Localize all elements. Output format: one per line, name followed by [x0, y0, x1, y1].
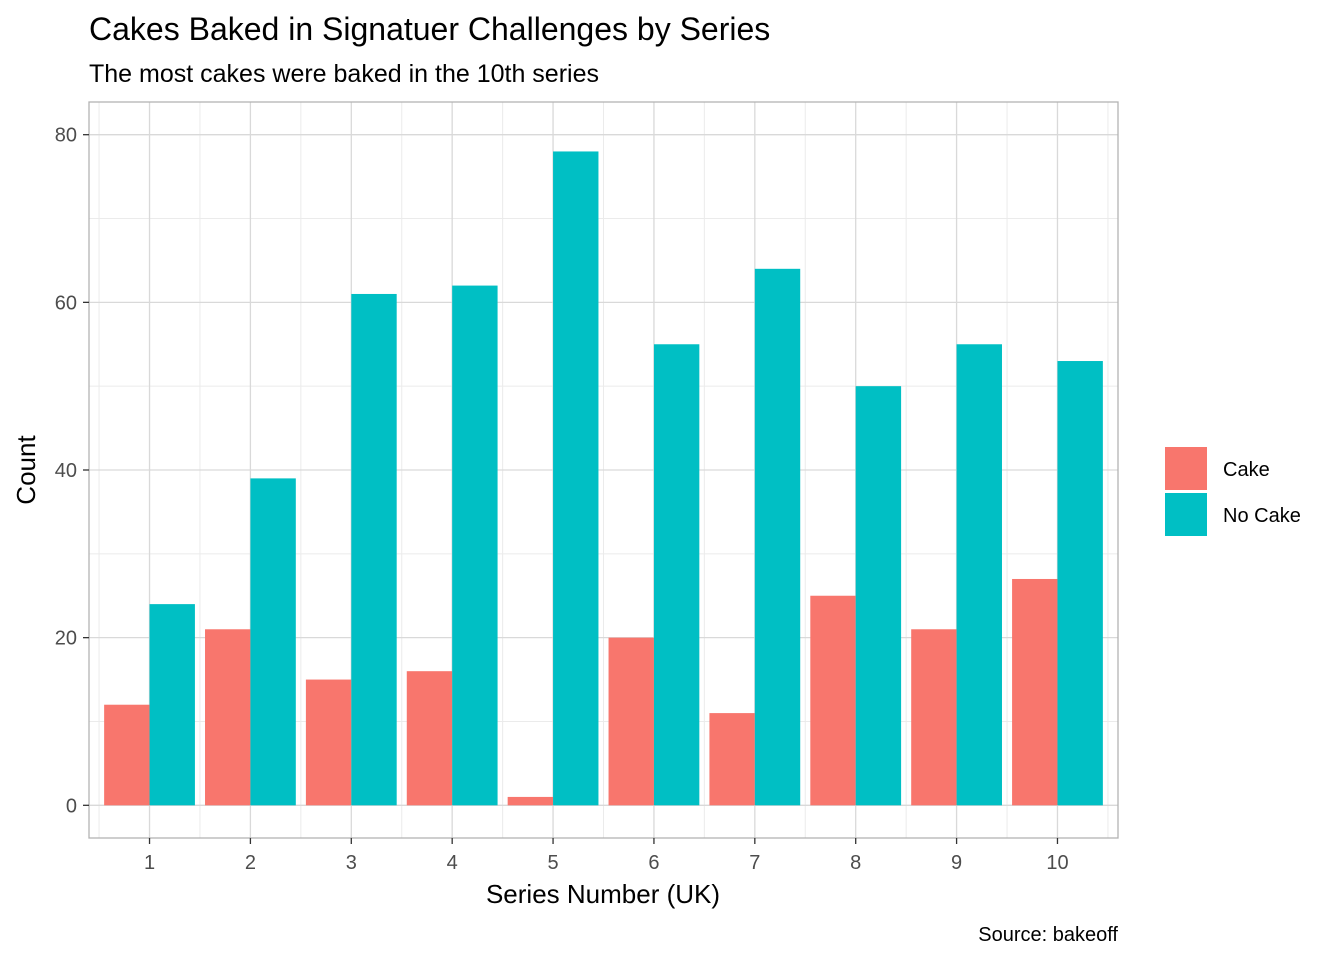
bar-cake-series-1: [104, 704, 150, 806]
x-tick-label: 3: [346, 852, 357, 874]
bar-no-cake-series-8: [855, 386, 902, 806]
bar-no-cake-series-5: [553, 151, 599, 806]
bar-cake-series-6: [608, 637, 654, 806]
x-axis: 1 2 3 4 5 6 7 8 9 10: [144, 838, 1069, 874]
y-tick-label: 60: [55, 292, 77, 314]
y-tick-label: 20: [55, 628, 77, 650]
x-tick-label: 2: [245, 852, 256, 874]
bar-no-cake-series-2: [250, 478, 296, 806]
x-tick-label: 7: [749, 852, 760, 874]
y-axis-title: Count: [11, 435, 41, 505]
y-axis: 0 20 40 60 80: [55, 125, 89, 817]
bar-no-cake-series-1: [149, 604, 195, 806]
chart-title: Cakes Baked in Signatuer Challenges by S…: [89, 11, 770, 47]
bar-cake-series-3: [305, 679, 352, 806]
bar-cake-series-2: [205, 629, 251, 806]
legend: Cake No Cake: [1165, 447, 1301, 536]
source-caption: Source: bakeoff: [978, 924, 1118, 946]
bar-no-cake-series-3: [351, 293, 397, 806]
y-tick-label: 80: [55, 125, 77, 147]
bar-no-cake-series-7: [754, 268, 801, 806]
y-tick-label: 0: [66, 795, 77, 817]
y-tick-label: 40: [55, 460, 77, 482]
bar-no-cake-series-4: [452, 285, 498, 806]
legend-label-cake: Cake: [1223, 459, 1270, 481]
bar-no-cake-series-9: [956, 344, 1002, 806]
legend-label-no-cake: No Cake: [1223, 505, 1301, 527]
x-tick-label: 6: [648, 852, 659, 874]
bar-cake-series-9: [911, 629, 957, 806]
bar-cake-series-4: [406, 671, 453, 806]
legend-key-cake: [1165, 447, 1207, 490]
x-tick-label: 1: [144, 852, 155, 874]
x-tick-label: 4: [447, 852, 458, 874]
x-tick-label: 9: [951, 852, 962, 874]
bar-no-cake-series-6: [653, 344, 700, 806]
x-tick-label: 5: [547, 852, 558, 874]
bars: [104, 151, 1103, 806]
bar-cake-series-10: [1012, 578, 1058, 806]
x-tick-label: 10: [1046, 852, 1068, 874]
bar-no-cake-series-10: [1057, 361, 1103, 806]
bar-cake-series-7: [709, 713, 755, 806]
legend-key-no-cake: [1165, 493, 1207, 536]
x-axis-title: Series Number (UK): [486, 879, 720, 909]
x-tick-label: 8: [850, 852, 861, 874]
bar-cake-series-8: [810, 595, 856, 806]
chart-subtitle: The most cakes were baked in the 10th se…: [89, 60, 599, 88]
bar-cake-series-5: [507, 796, 554, 806]
